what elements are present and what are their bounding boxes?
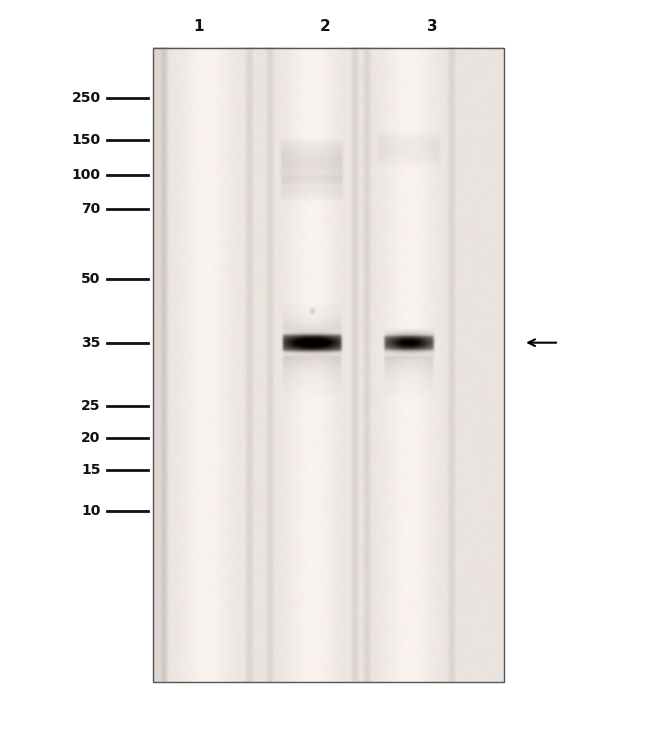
Text: 1: 1	[193, 20, 203, 34]
Text: 35: 35	[81, 336, 101, 350]
Text: 15: 15	[81, 463, 101, 477]
Text: 250: 250	[72, 92, 101, 105]
Text: 100: 100	[72, 168, 101, 182]
Bar	[153, 48, 504, 682]
Text: 70: 70	[81, 203, 101, 217]
Text: 3: 3	[427, 20, 437, 34]
Text: 150: 150	[72, 132, 101, 146]
Text: 10: 10	[81, 504, 101, 518]
Text: 2: 2	[320, 20, 330, 34]
Text: 20: 20	[81, 431, 101, 445]
Text: 50: 50	[81, 272, 101, 286]
Text: 25: 25	[81, 399, 101, 413]
